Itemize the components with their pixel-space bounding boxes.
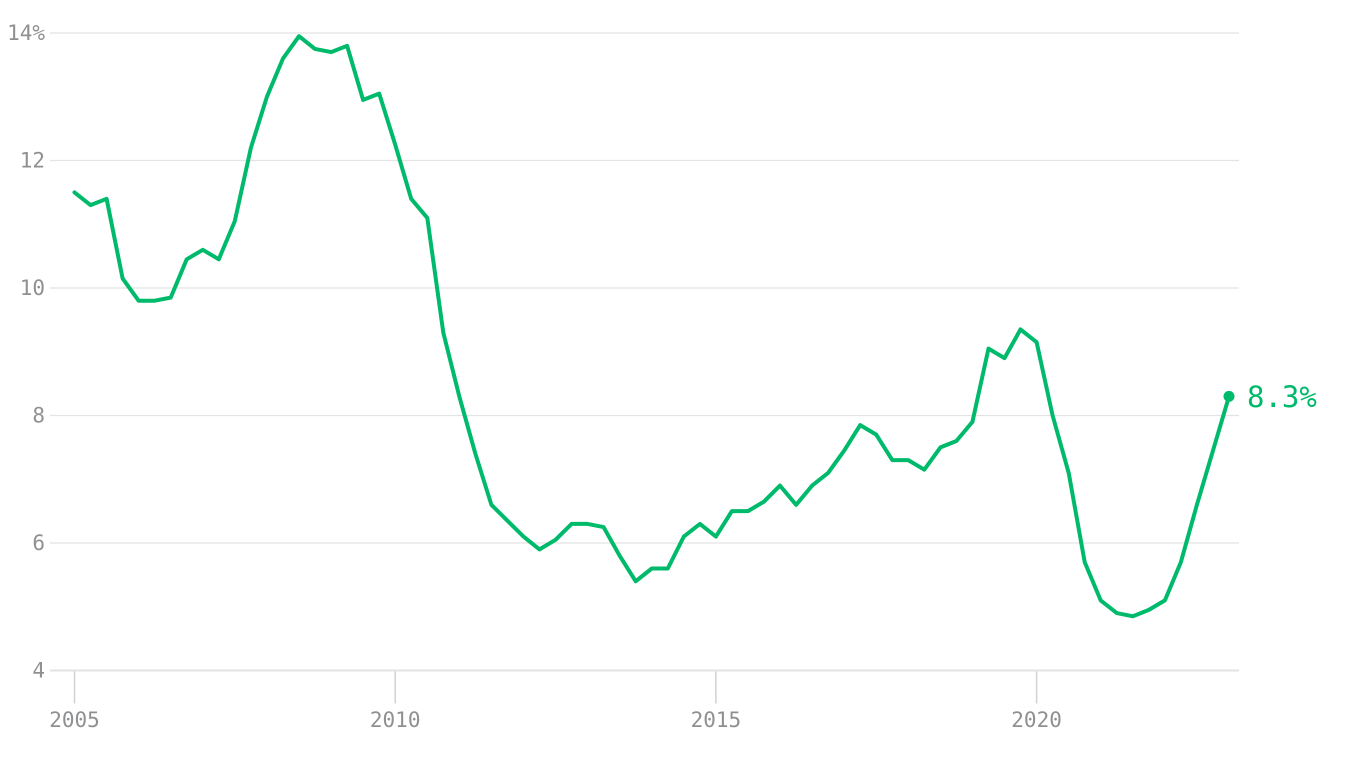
y-axis-label-8: 8 xyxy=(32,404,45,428)
end-point-marker xyxy=(1223,390,1235,402)
y-axis-label-10: 10 xyxy=(20,276,45,300)
end-value-label: 8.3% xyxy=(1247,380,1317,414)
y-axis-label-4: 4 xyxy=(32,659,45,683)
series-line xyxy=(72,34,1231,619)
x-axis-label-2010: 2010 xyxy=(370,708,421,732)
y-axis-label-14: 14% xyxy=(7,21,45,45)
y-axis-label-6: 6 xyxy=(32,531,45,555)
x-axis-label-2015: 2015 xyxy=(691,708,742,732)
x-axis-label-2020: 2020 xyxy=(1011,708,1062,732)
x-axis-label-2005: 2005 xyxy=(49,708,100,732)
y-axis-label-12: 12 xyxy=(20,149,45,173)
